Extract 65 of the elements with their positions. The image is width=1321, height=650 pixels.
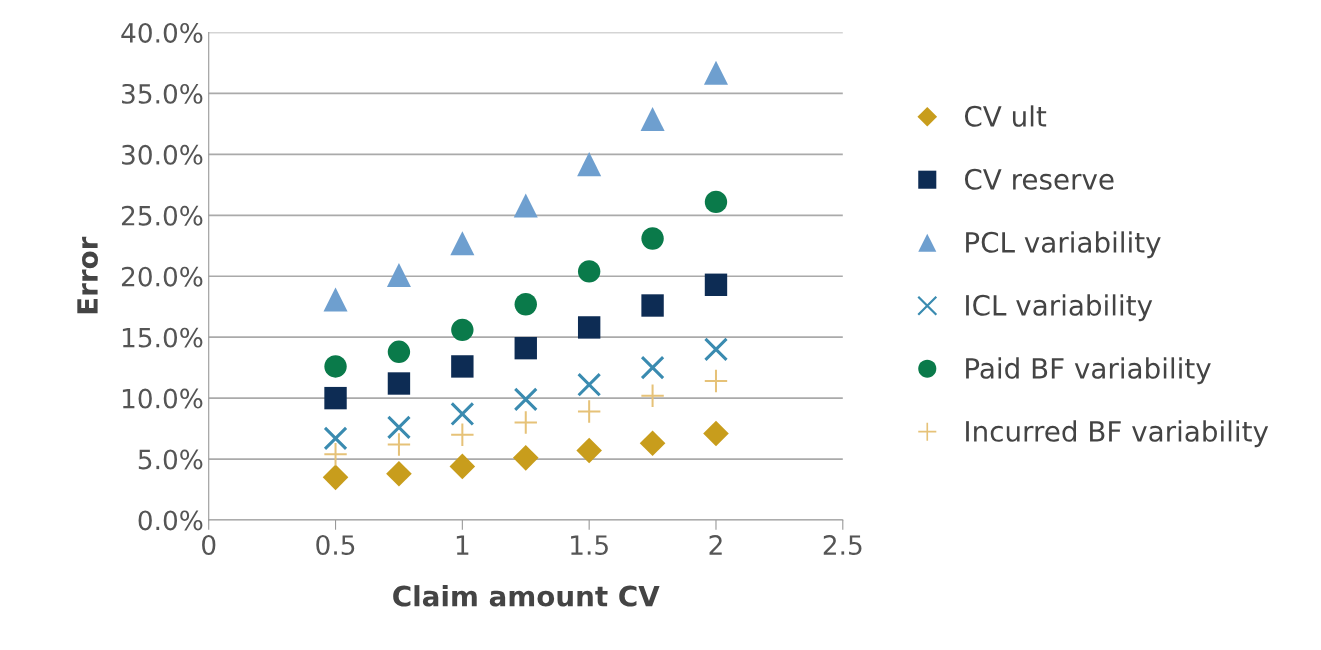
point: [449, 453, 476, 480]
point: [514, 336, 537, 360]
y-axis-title: Error: [77, 236, 98, 314]
x-tick-label: 1: [456, 535, 469, 555]
point: [577, 152, 602, 177]
point: [513, 193, 538, 218]
point: [514, 293, 537, 316]
y-tick-label: 5.0%: [138, 449, 203, 470]
point: [512, 445, 539, 471]
point: [324, 442, 347, 466]
x-tick-label: 2: [709, 535, 722, 555]
point: [703, 60, 729, 85]
point: [641, 384, 664, 407]
point: [577, 260, 601, 283]
point: [514, 411, 537, 434]
point: [577, 400, 601, 423]
point: [451, 318, 474, 342]
point: [323, 426, 348, 451]
y-tick-label: 30.0%: [122, 144, 203, 165]
legend-label: Paid BF variability: [966, 357, 1211, 385]
point: [451, 355, 474, 378]
legend-label: CV reserve: [964, 168, 1114, 190]
y-tick-label: 20.0%: [121, 266, 203, 287]
point: [324, 386, 347, 410]
point: [387, 340, 411, 364]
x-tick-label: 2.5: [823, 535, 862, 556]
point: [450, 401, 475, 427]
legend-label: PCL variability: [966, 231, 1161, 259]
point: [323, 287, 348, 312]
point: [703, 420, 729, 447]
point: [324, 355, 347, 378]
point: [641, 227, 664, 250]
x-tick-label: 0: [202, 535, 216, 556]
y-tick-label: 15.0%: [122, 327, 203, 348]
point: [641, 294, 664, 317]
point: [704, 273, 728, 296]
y-tick-label: 10.0%: [122, 388, 203, 409]
y-tick-label: 35.0%: [122, 83, 203, 104]
point: [451, 423, 474, 446]
point: [386, 415, 411, 440]
point: [386, 460, 412, 487]
point: [576, 437, 602, 464]
x-tick-label: 0.5: [316, 535, 355, 556]
legend-label: ICL variability: [966, 294, 1153, 322]
point: [387, 433, 411, 456]
y-tick-label: 40.0%: [121, 22, 203, 43]
point: [640, 355, 665, 380]
point: [577, 316, 601, 339]
point: [322, 464, 349, 491]
point: [386, 263, 411, 288]
point: [704, 190, 728, 214]
point: [639, 430, 666, 457]
point: [513, 387, 538, 412]
point: [703, 337, 729, 362]
x-tick-label: 1.5: [571, 535, 608, 556]
point: [577, 372, 602, 397]
point: [640, 107, 665, 132]
point: [704, 369, 728, 393]
x-axis-title: Claim amount CV: [393, 585, 660, 607]
point: [450, 231, 475, 256]
y-tick-label: 0.0%: [138, 510, 203, 531]
legend-label: Incurred BF variability: [966, 420, 1269, 448]
legend-label: CV ult: [964, 105, 1047, 127]
point: [387, 372, 411, 395]
y-tick-label: 25.0%: [121, 205, 203, 226]
